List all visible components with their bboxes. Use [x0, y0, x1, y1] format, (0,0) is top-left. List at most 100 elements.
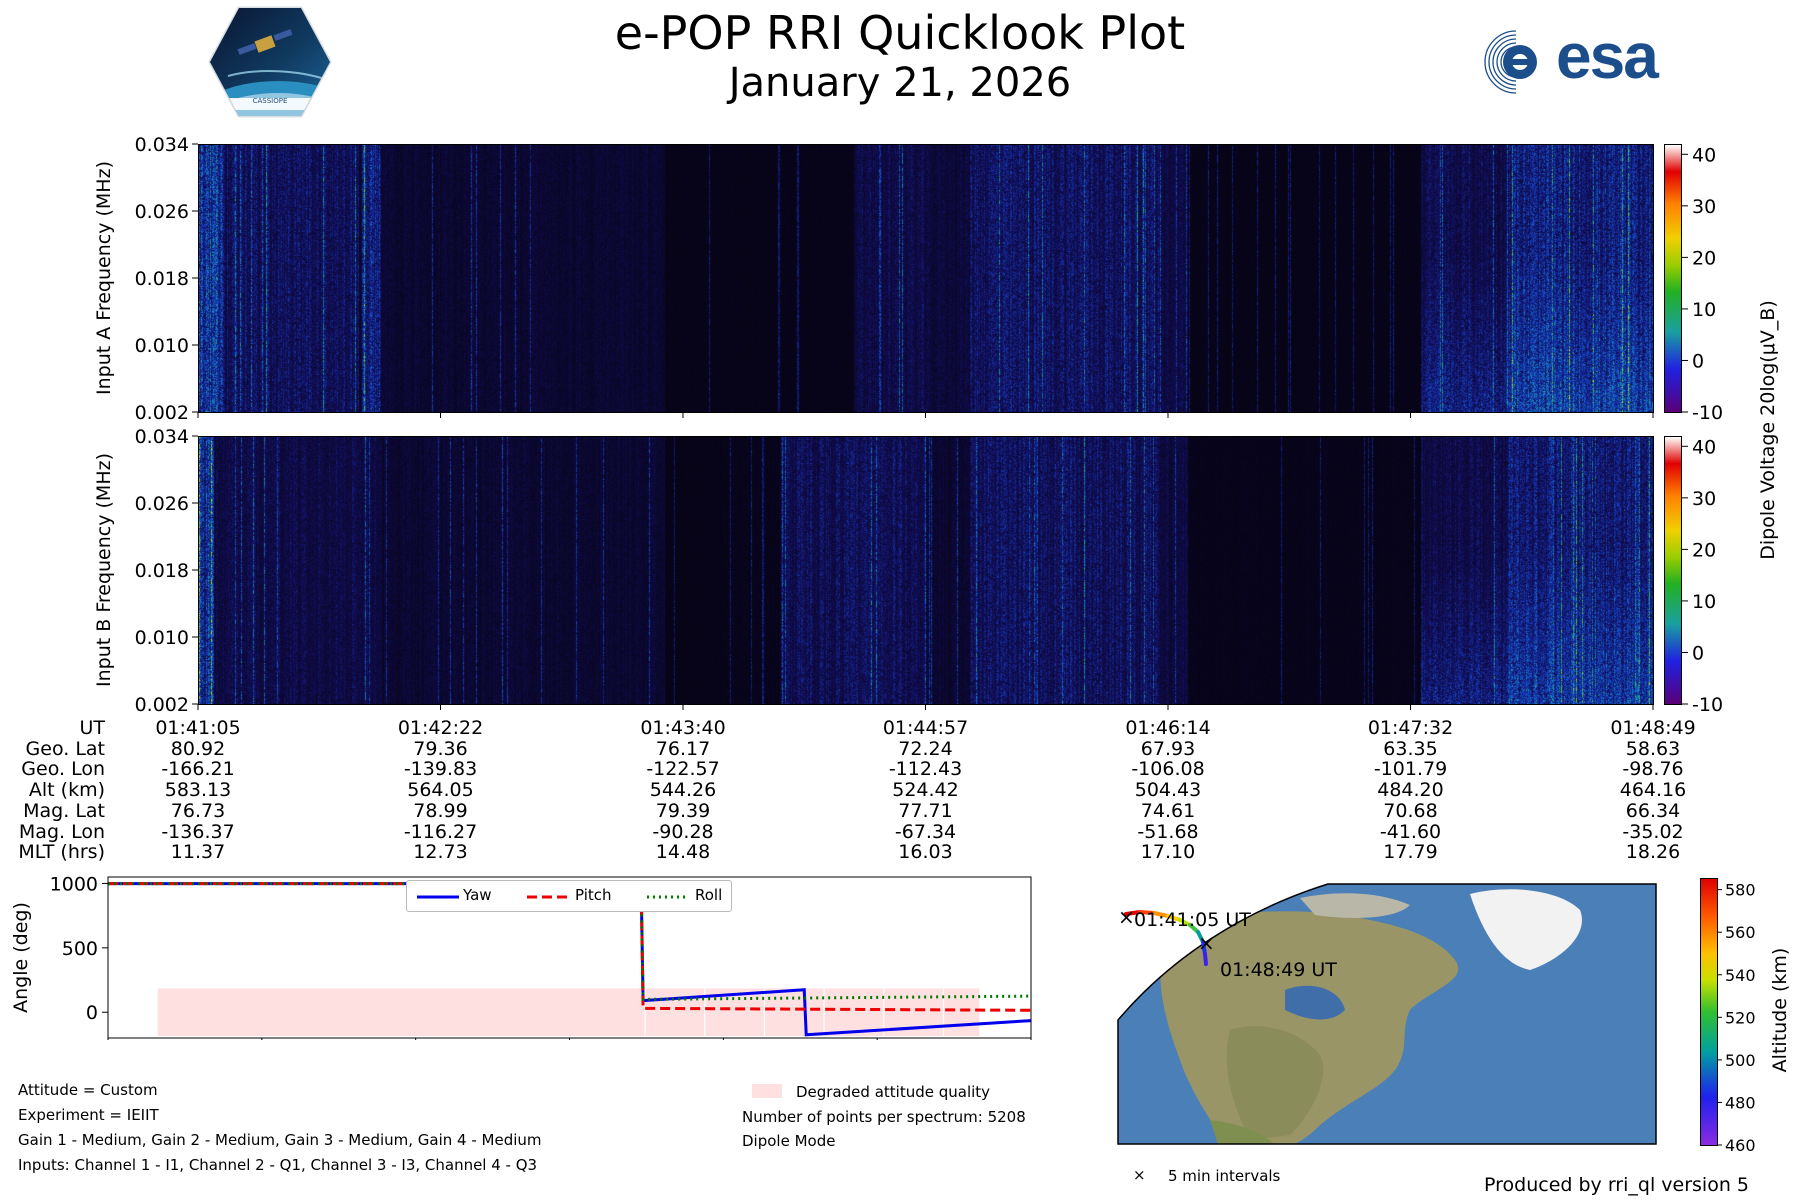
colorbar-b	[1664, 436, 1682, 705]
ephemeris-value: 58.63	[1625, 737, 1681, 760]
ephemeris-value: 01:46:14	[1125, 717, 1211, 739]
ephemeris-row: Geo. Lon -166.21 -139.83 -122.57 -112.43 -106…	[0, 758, 1800, 781]
esa-logo-text: esa	[1556, 20, 1659, 92]
colorbar-tick-label-a: 40	[1692, 144, 1716, 166]
orbit-track-segment	[1203, 952, 1208, 966]
ylabel-a: Input A Frequency (MHz)	[93, 161, 115, 395]
colorbar-tick-label-b: 30	[1692, 488, 1716, 510]
ephemeris-label: Alt (km)	[28, 779, 105, 802]
orbit-track-segment	[1166, 914, 1182, 922]
colorbar-tick-label-a: -10	[1692, 402, 1723, 424]
spectrogram-input-b	[198, 436, 1654, 705]
attitude-plot: 0500100001:41:0501:42:2201:43:4001:44:57…	[10, 873, 1032, 1040]
ephemeris-value: 01:48:49	[1610, 717, 1696, 739]
legend-yaw-swatch	[417, 895, 459, 899]
orbit-map: × ×01:41:05 UT 01:48:49 UT	[1117, 883, 1657, 1145]
ephemeris-value: 524.42	[892, 779, 959, 802]
colorbar-tick-label-a: 20	[1692, 247, 1716, 269]
ephemeris-value: -139.83	[403, 758, 478, 781]
degraded-legend-swatch	[752, 1084, 782, 1098]
legend-roll-swatch	[647, 895, 689, 899]
colorbar-tick-label-b: 10	[1692, 591, 1716, 613]
ephemeris-value: 76.73	[170, 799, 226, 822]
plot-title: e-POP RRI Quicklook Plot	[614, 6, 1186, 60]
altitude-tick-label: 520	[1725, 1008, 1756, 1027]
ephemeris-value: 564.05	[407, 779, 474, 802]
orbit-track-segment	[1152, 911, 1170, 918]
ephemeris-row: Mag. Lat 76.73 78.99 79.39 77.71 74.61 70.68 66…	[0, 799, 1800, 822]
colorbar-tick-label-a: 10	[1692, 299, 1716, 321]
ephemeris-value: -41.60	[1379, 820, 1442, 843]
degraded-legend-label: Degraded attitude quality	[796, 1083, 991, 1101]
legend-yaw-label: Yaw	[463, 886, 492, 904]
central-us-land	[1226, 1026, 1324, 1140]
ephemeris-label: Geo. Lon	[21, 758, 105, 781]
map-boundary	[1117, 883, 1657, 1145]
ytick-label-a: 0.034	[135, 134, 189, 156]
ephemeris-value: 01:44:57	[882, 717, 969, 739]
ephemeris-value: 70.68	[1383, 799, 1438, 822]
spectrogram-input-a	[198, 144, 1654, 413]
ytick-label-a: 0.018	[135, 268, 189, 290]
colorbar-tick-label-b: 40	[1692, 436, 1716, 458]
altitude-tick-label: 460	[1725, 1136, 1756, 1155]
ephemeris-row: MLT (hrs) 11.37 12.73 14.48 16.03 17.10 17.79 1…	[0, 841, 1800, 864]
orbit-track-segment	[1124, 910, 1142, 916]
ephemeris-value: -112.43	[888, 758, 963, 781]
ytick-label-b: 0.010	[135, 627, 189, 649]
hudson-bay	[1285, 985, 1345, 1020]
altitude-tick-label: 580	[1725, 881, 1756, 900]
ephemeris-label: MLT (hrs)	[18, 841, 105, 864]
altitude-tick-label: 500	[1725, 1051, 1756, 1070]
ephemeris-row: Mag. Lon -136.37 -116.27 -90.28 -67.34 -51.68…	[0, 820, 1800, 843]
info-attitude: Attitude = Custom	[18, 1081, 158, 1099]
legend-pitch-swatch	[527, 895, 569, 899]
interval-marker-icon: ×	[1133, 1166, 1146, 1184]
ytick-label-b: 0.034	[135, 426, 189, 448]
ephemeris-value: -67.34	[894, 820, 957, 843]
interval-marker-label: 5 min intervals	[1168, 1167, 1281, 1185]
altitude-colorbar-label: Altitude (km)	[1769, 947, 1791, 1073]
plot-date: January 21, 2026	[728, 60, 1072, 106]
ytick-label-a: 0.026	[135, 201, 189, 223]
produced-by: Produced by rri_ql version 5	[1484, 1174, 1749, 1196]
ephemeris-value: 76.17	[655, 737, 711, 760]
ephemeris-value: 78.99	[413, 799, 468, 822]
ephemeris-value: -116.27	[403, 820, 478, 843]
ephemeris-value: 79.39	[655, 799, 711, 822]
map-content	[1118, 884, 1656, 1144]
altitude-tick-label: 540	[1725, 966, 1756, 985]
info-points: Number of points per spectrum: 5208	[742, 1108, 1026, 1126]
attitude-ytick-label: 1000	[50, 873, 98, 895]
orbit-end-label: 01:48:49 UT	[1220, 959, 1337, 981]
ephemeris-value: 79.36	[413, 737, 468, 760]
ephemeris-value: 12.73	[413, 841, 468, 864]
ephemeris-value: 14.48	[655, 841, 711, 864]
ephemeris-value: 01:47:32	[1367, 717, 1454, 739]
ephemeris-value: 544.26	[649, 779, 717, 802]
orbit-start-label: 01:41:05 UT	[1134, 909, 1251, 931]
degraded-quality-region	[157, 988, 980, 1037]
ephemeris-value: 63.35	[1383, 737, 1438, 760]
colorbar-ticks: -10 0 10 20 30 40 -10 0 10 20 30 40	[1682, 144, 1723, 716]
ephemeris-value: 11.37	[170, 841, 226, 864]
cassiope-logo	[208, 6, 332, 118]
attitude-ytick-label: 500	[62, 938, 98, 960]
ephemeris-value: 66.34	[1625, 799, 1681, 822]
ylabel-b: Input B Frequency (MHz)	[93, 453, 115, 687]
orbit-end-marker: ×	[1198, 931, 1215, 955]
attitude-ytick-label: 0	[86, 1002, 98, 1024]
cassiope-logo-text: CASSIOPE	[252, 97, 288, 105]
ephemeris-value: 77.71	[898, 799, 953, 822]
ephemeris-value: 17.79	[1383, 841, 1438, 864]
colorbar-tick-label-a: 0	[1692, 350, 1704, 372]
ephemeris-row: Alt (km) 583.13 564.05 544.26 524.42 504.43 48…	[0, 779, 1800, 802]
ephemeris-value: 01:42:22	[397, 717, 484, 739]
attitude-legend: Yaw Pitch Roll	[406, 880, 732, 912]
colorbar-tick-label-b: 0	[1692, 642, 1704, 664]
orbit-track-segment	[1138, 910, 1156, 915]
info-mode: Dipole Mode	[742, 1132, 836, 1150]
ephemeris-value: -90.28	[652, 820, 714, 843]
ephemeris-value: -166.21	[161, 758, 235, 781]
ytick-label-b: 0.026	[135, 493, 189, 515]
